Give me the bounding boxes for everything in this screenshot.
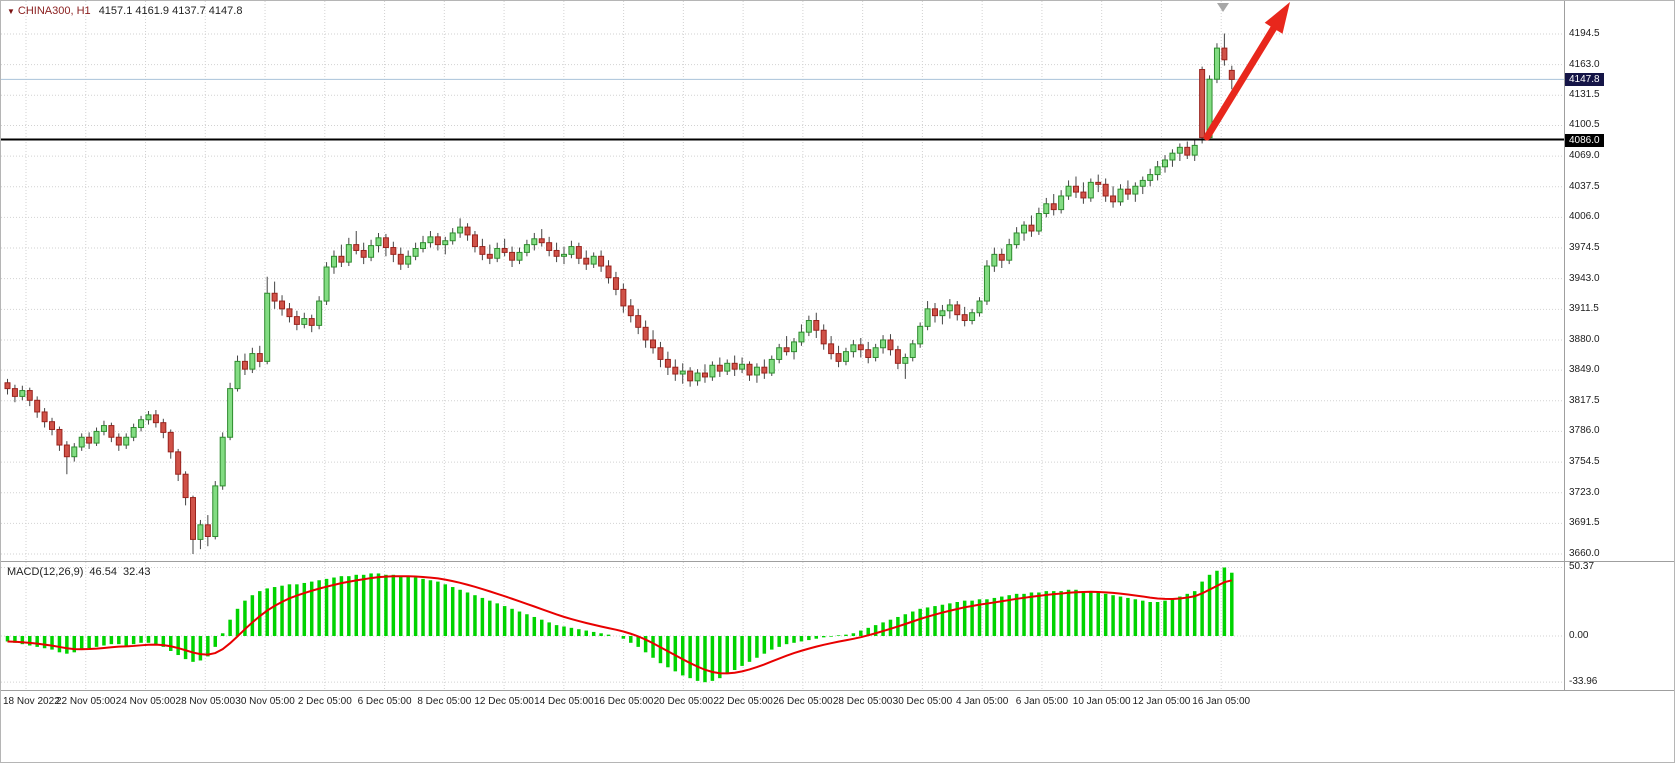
symbol-name: CHINA300, H1 — [17, 5, 91, 17]
price-axis-label: 3786.0 — [1569, 425, 1600, 437]
time-axis-label: 22 Nov 05:00 — [56, 696, 116, 707]
time-axis-label: 28 Dec 05:00 — [832, 696, 893, 707]
macd-axis-label: 0.00 — [1569, 630, 1589, 641]
time-axis-label: 22 Dec 05:00 — [713, 696, 773, 707]
macd-chart[interactable] — [1, 562, 1564, 690]
macd-main-value: 46.54 — [89, 566, 117, 578]
ohlc-values: 4157.1 4161.9 4137.7 4147.8 — [98, 5, 243, 17]
bid-price-badge: 4147.8 — [1565, 73, 1604, 87]
time-axis-label: 26 Dec 05:00 — [773, 696, 833, 707]
time-axis-label: 6 Dec 05:00 — [357, 696, 412, 707]
price-axis-label: 4163.0 — [1569, 58, 1600, 70]
time-axis-label: 18 Nov 2022 — [3, 696, 60, 707]
price-axis-label: 3691.5 — [1569, 517, 1600, 529]
price-axis-label: 4006.0 — [1569, 211, 1600, 223]
macd-signal-value: 32.43 — [122, 566, 151, 578]
price-axis-label: 3660.0 — [1569, 548, 1600, 559]
macd-indicator-label: MACD(12,26,9) 46.54 32.43 — [7, 566, 156, 578]
macd-histogram — [5, 567, 1234, 683]
time-axis-label: 30 Nov 05:00 — [235, 696, 295, 707]
price-chart[interactable] — [1, 1, 1564, 561]
time-axis-label: 8 Dec 05:00 — [417, 696, 472, 707]
time-axis-label: 2 Dec 05:00 — [297, 696, 352, 707]
symbol-info: ▼ CHINA300, H1 4157.1 4161.9 4137.7 4147.8 — [7, 5, 242, 17]
macd-indicator-name: MACD(12,26,9) — [7, 566, 84, 578]
candles — [4, 33, 1235, 554]
price-axis-label: 4069.0 — [1569, 150, 1600, 162]
time-axis-label: 16 Dec 05:00 — [593, 696, 654, 707]
chart-shift-marker-icon[interactable] — [1217, 3, 1229, 12]
time-axis-label: 14 Dec 05:00 — [534, 696, 594, 707]
price-axis-label: 4194.5 — [1569, 28, 1600, 39]
price-axis-label: 3817.5 — [1569, 394, 1600, 406]
time-axis-label: 20 Dec 05:00 — [653, 696, 714, 707]
grid-lines — [1, 1, 1564, 561]
macd-signal-line — [7, 575, 1233, 675]
time-axis-label: 4 Jan 05:00 — [956, 696, 1009, 707]
time-axis-label: 28 Nov 05:00 — [175, 696, 236, 707]
time-axis-divider — [1, 690, 1674, 691]
time-axis-label: 30 Dec 05:00 — [892, 696, 953, 707]
pane-divider — [1, 561, 1674, 562]
trend-arrow[interactable] — [1203, 2, 1290, 141]
time-axis-label: 24 Nov 05:00 — [115, 696, 176, 707]
macd-axis-label: 50.37 — [1569, 561, 1595, 573]
macd-axis-label: -33.96 — [1569, 676, 1598, 688]
macd-grid-lines — [1, 562, 1564, 690]
price-axis-label: 3754.5 — [1569, 456, 1600, 468]
price-axis-label: 3880.0 — [1569, 333, 1600, 345]
price-axis-label: 4100.5 — [1569, 119, 1600, 131]
time-axis-label: 12 Dec 05:00 — [474, 696, 534, 707]
time-axis-label: 12 Jan 05:00 — [1132, 696, 1191, 707]
price-axis-label: 3723.0 — [1569, 486, 1600, 498]
price-scale-separator — [1564, 1, 1565, 691]
time-axis-label: 6 Jan 05:00 — [1015, 696, 1069, 707]
price-axis-label: 4037.5 — [1569, 180, 1600, 192]
price-axis-label: 3943.0 — [1569, 272, 1600, 284]
price-axis-label: 3911.5 — [1569, 303, 1599, 315]
symbol-dropdown-icon[interactable]: ▼ — [7, 6, 15, 16]
time-axis-label: 16 Jan 05:00 — [1192, 696, 1251, 707]
time-axis-label: 10 Jan 05:00 — [1072, 696, 1131, 707]
price-axis-label: 3974.5 — [1569, 242, 1600, 254]
support-price-badge: 4086.0 — [1565, 133, 1604, 147]
price-axis-label: 4131.5 — [1569, 89, 1600, 101]
price-axis-label: 3849.0 — [1569, 364, 1600, 376]
